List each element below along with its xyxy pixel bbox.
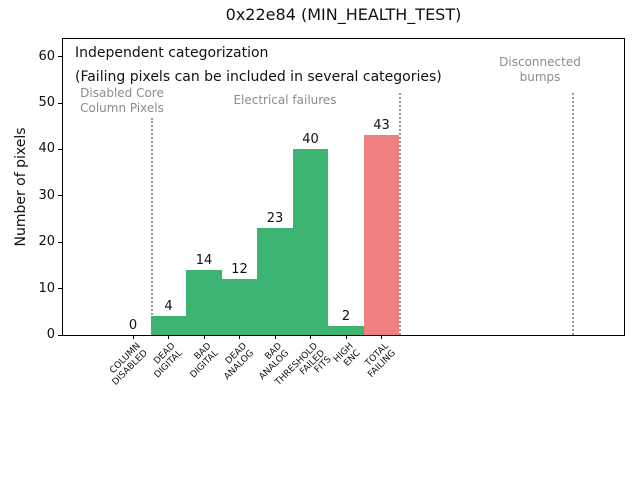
- section-label-disabled-core-column-pixels: Disabled Core Column Pixels: [80, 86, 164, 115]
- x-axis-tick: [310, 335, 311, 339]
- x-axis-tick: [381, 335, 382, 339]
- chart-title: 0x22e84 (MIN_HEALTH_TEST): [225, 5, 462, 24]
- bar: [186, 270, 222, 335]
- bar: [292, 149, 329, 335]
- bar-value-label: 2: [341, 308, 351, 324]
- x-tick-label: DEAD ANALOG: [221, 341, 256, 382]
- y-axis-tick: [58, 195, 62, 197]
- section-label-disconnected-bumps: Disconnected bumps: [499, 55, 581, 84]
- annotation-independent-categorization: Independent categorization: [75, 45, 269, 61]
- y-tick-label: 20: [38, 234, 55, 250]
- x-axis-tick: [345, 335, 347, 339]
- x-tick-label: DEAD DIGITAL: [152, 341, 185, 380]
- bar-value-label: 23: [266, 211, 284, 227]
- y-tick-label: 10: [38, 280, 55, 296]
- bar-value-label: 43: [373, 118, 390, 134]
- x-tick-label: BAD DIGITAL: [188, 341, 221, 380]
- x-axis-tick: [168, 335, 169, 339]
- x-tick-label: COLUMN DISABLED: [107, 341, 150, 388]
- bar-value-label: 0: [128, 318, 138, 333]
- x-axis-tick: [132, 335, 134, 339]
- x-tick-label: HIGH ENC: [331, 341, 363, 369]
- x-axis-tick: [203, 335, 205, 339]
- bar: [363, 135, 400, 335]
- bar-value-label: 14: [195, 253, 213, 269]
- plot-area: Independent categorization (Failing pixe…: [38, 38, 625, 388]
- y-tick-label: 50: [38, 95, 55, 110]
- y-axis-tick: [58, 241, 62, 243]
- y-axis-tick: [58, 334, 62, 336]
- x-axis-tick: [274, 335, 276, 339]
- bar: [221, 279, 258, 335]
- bar: [328, 325, 364, 335]
- bar: [257, 228, 293, 335]
- y-tick-label: 30: [38, 187, 55, 203]
- y-axis-tick: [58, 148, 62, 150]
- y-axis-tick: [58, 56, 62, 58]
- section-label-electrical-failures: Electrical failures: [233, 93, 337, 107]
- x-axis-tick: [239, 335, 240, 339]
- y-axis-tick: [58, 102, 62, 104]
- section-separator-line: [571, 93, 574, 335]
- x-tick-label: TOTAL FAILING: [363, 341, 398, 380]
- annotation-failing-pixels-note: (Failing pixels can be included in sever…: [75, 69, 442, 85]
- bar-value-label: 4: [164, 299, 173, 315]
- bar-value-label: 12: [231, 262, 248, 278]
- section-separator-line: [399, 93, 402, 335]
- y-tick-label: 40: [38, 141, 55, 157]
- section-separator-line: [150, 118, 153, 335]
- y-axis-tick: [58, 288, 62, 290]
- bar: [150, 316, 187, 335]
- bar-value-label: 40: [302, 132, 319, 148]
- y-tick-label: 60: [38, 48, 55, 64]
- y-tick-label: 0: [46, 327, 55, 342]
